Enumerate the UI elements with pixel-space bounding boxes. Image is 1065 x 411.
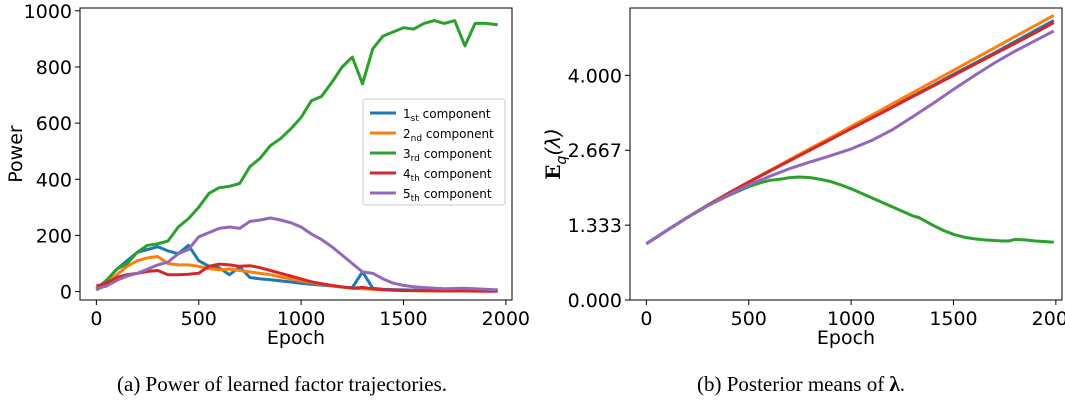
legend-entry-number: 2: [403, 127, 411, 141]
a-x-tick-label: 2000: [482, 308, 530, 330]
legend-entry-number: 5: [403, 187, 411, 201]
caption-b-suffix: .: [899, 372, 906, 396]
legend-entry-text: component: [420, 167, 492, 181]
chart-a-plot-frame: [79, 7, 513, 301]
caption-b-text: (b) Posterior means of: [697, 372, 890, 396]
chart-b-series-lines: [645, 13, 1055, 246]
legend-entry-text: component: [422, 127, 494, 141]
a-y-tick-label: 400: [36, 169, 72, 191]
a-series-line-4: [96, 262, 498, 293]
b-y-tick-label: 1.333: [568, 215, 622, 237]
caption-b-symbol: λ: [889, 372, 900, 396]
caption-a: (a) Power of learned factor trajectories…: [117, 372, 447, 396]
a-series-line-5: [96, 216, 498, 292]
a-series-line-3: [95, 19, 498, 292]
b-y-tick-label: 4.000: [568, 65, 622, 87]
chart-a-x-axis-label: Epoch: [267, 327, 325, 349]
a-y-tick-label: 1000: [24, 1, 72, 23]
legend-entry-suffix: nd: [411, 134, 422, 144]
a-x-tick-label: 1500: [379, 308, 427, 330]
b-series-line-4: [645, 21, 1055, 246]
chart-b-y-axis-label-main: E: [541, 165, 565, 180]
legend-entry-text: component: [420, 187, 492, 201]
chart-a-y-ticks: 0 200 400 600 800 1000: [24, 1, 80, 304]
legend-entry-suffix: rd: [411, 154, 420, 164]
chart-b-y-axis-label-rest: (λ): [541, 128, 565, 155]
chart-a-legend-box: [362, 98, 506, 206]
legend-entry-number: 1: [403, 107, 411, 121]
chart-b-y-ticks: 0.000 1.333 2.667 4.000: [568, 65, 630, 312]
legend-entry: 2nd component: [403, 127, 494, 144]
legend-entry-text: component: [419, 107, 491, 121]
b-series-line-5: [645, 29, 1055, 246]
a-y-tick-label: 800: [36, 57, 72, 79]
b-x-tick-label: 2000: [1032, 308, 1065, 330]
a-y-tick-label: 0: [60, 282, 72, 304]
chart-b-y-axis-label-sub: q: [554, 156, 570, 165]
a-y-tick-label: 600: [36, 113, 72, 135]
b-x-tick-label: 500: [731, 308, 767, 330]
legend-entry: 5th component: [403, 187, 492, 204]
legend-entry: 1st component: [403, 107, 491, 124]
legend-entry-number: 3: [403, 147, 411, 161]
b-y-tick-label: 0.000: [568, 290, 622, 312]
chart-a-series-lines: [95, 19, 498, 293]
legend-entry-suffix: th: [411, 194, 420, 204]
chart-power-trajectories: 0 500 1000 1500 2000 0 200 400 600 800 1000 Epoch…: [5, 1, 530, 349]
a-x-tick-label: 1000: [277, 308, 325, 330]
a-x-tick-label: 500: [181, 308, 217, 330]
chart-b-y-axis-label: Eq(λ): [541, 128, 570, 180]
legend-entry-suffix: th: [411, 174, 420, 184]
chart-a-y-axis-label: Power: [5, 125, 27, 183]
b-x-tick-label: 1500: [929, 308, 977, 330]
a-series-line-2: [95, 255, 498, 293]
chart-b-x-ticks: 0 500 1000 1500 2000: [640, 300, 1065, 330]
b-x-tick-label: 1000: [827, 308, 875, 330]
legend-entry-text: component: [420, 147, 492, 161]
chart-b-plot-frame: [629, 7, 1063, 301]
legend-entry-number: 4: [403, 167, 411, 181]
caption-b: (b) Posterior means of λ.: [697, 372, 905, 397]
chart-posterior-means: 0 500 1000 1500 2000 0.000 1.333 2.667 4.000 Ep…: [541, 7, 1065, 349]
a-y-tick-label: 200: [36, 225, 72, 247]
legend-entry-suffix: st: [411, 114, 420, 124]
a-series-line-1: [95, 243, 498, 293]
b-y-tick-label: 2.667: [568, 140, 622, 162]
chart-b-x-axis-label: Epoch: [817, 327, 875, 349]
b-x-tick-label: 0: [640, 308, 652, 330]
a-x-tick-label: 0: [90, 308, 102, 330]
chart-a-x-ticks: 0 500 1000 1500 2000: [90, 300, 530, 330]
legend-entry: 4th component: [403, 167, 492, 184]
legend-entry: 3rd component: [403, 147, 492, 164]
b-series-line-3: [645, 175, 1054, 246]
